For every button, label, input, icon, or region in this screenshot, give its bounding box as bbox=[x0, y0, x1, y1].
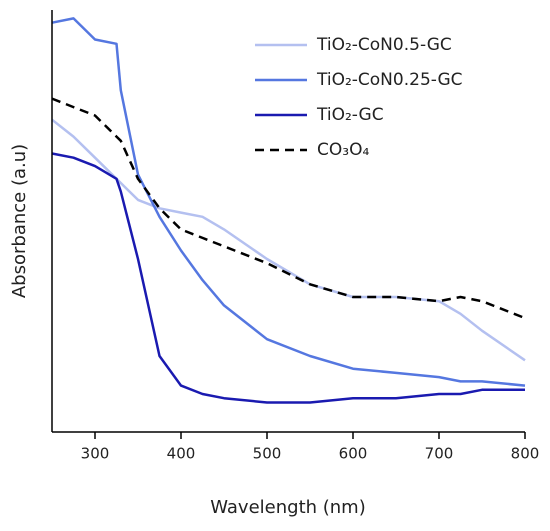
x-tick-label: 800 bbox=[511, 445, 540, 463]
legend-text: TiO₂-CoN0.25-GC bbox=[316, 70, 463, 90]
x-axis-label: Wavelength (nm) bbox=[210, 497, 366, 518]
x-tick-label: 300 bbox=[81, 445, 110, 463]
data-line bbox=[51, 152, 525, 404]
data-line bbox=[51, 118, 526, 362]
x-tick-label: 600 bbox=[339, 445, 368, 463]
x-tick-label: 400 bbox=[167, 445, 196, 463]
data-line bbox=[51, 17, 526, 387]
x-tick-label: 500 bbox=[253, 445, 282, 463]
legend-text: TiO₂-GC bbox=[316, 105, 384, 125]
y-axis-label: Absorbance (a.u) bbox=[9, 144, 30, 298]
legend-text: TiO₂-CoN0.5-GC bbox=[316, 35, 452, 55]
legend-text: CO₃O₄ bbox=[317, 140, 369, 160]
x-tick-label: 700 bbox=[425, 445, 454, 463]
data-line bbox=[51, 97, 526, 320]
